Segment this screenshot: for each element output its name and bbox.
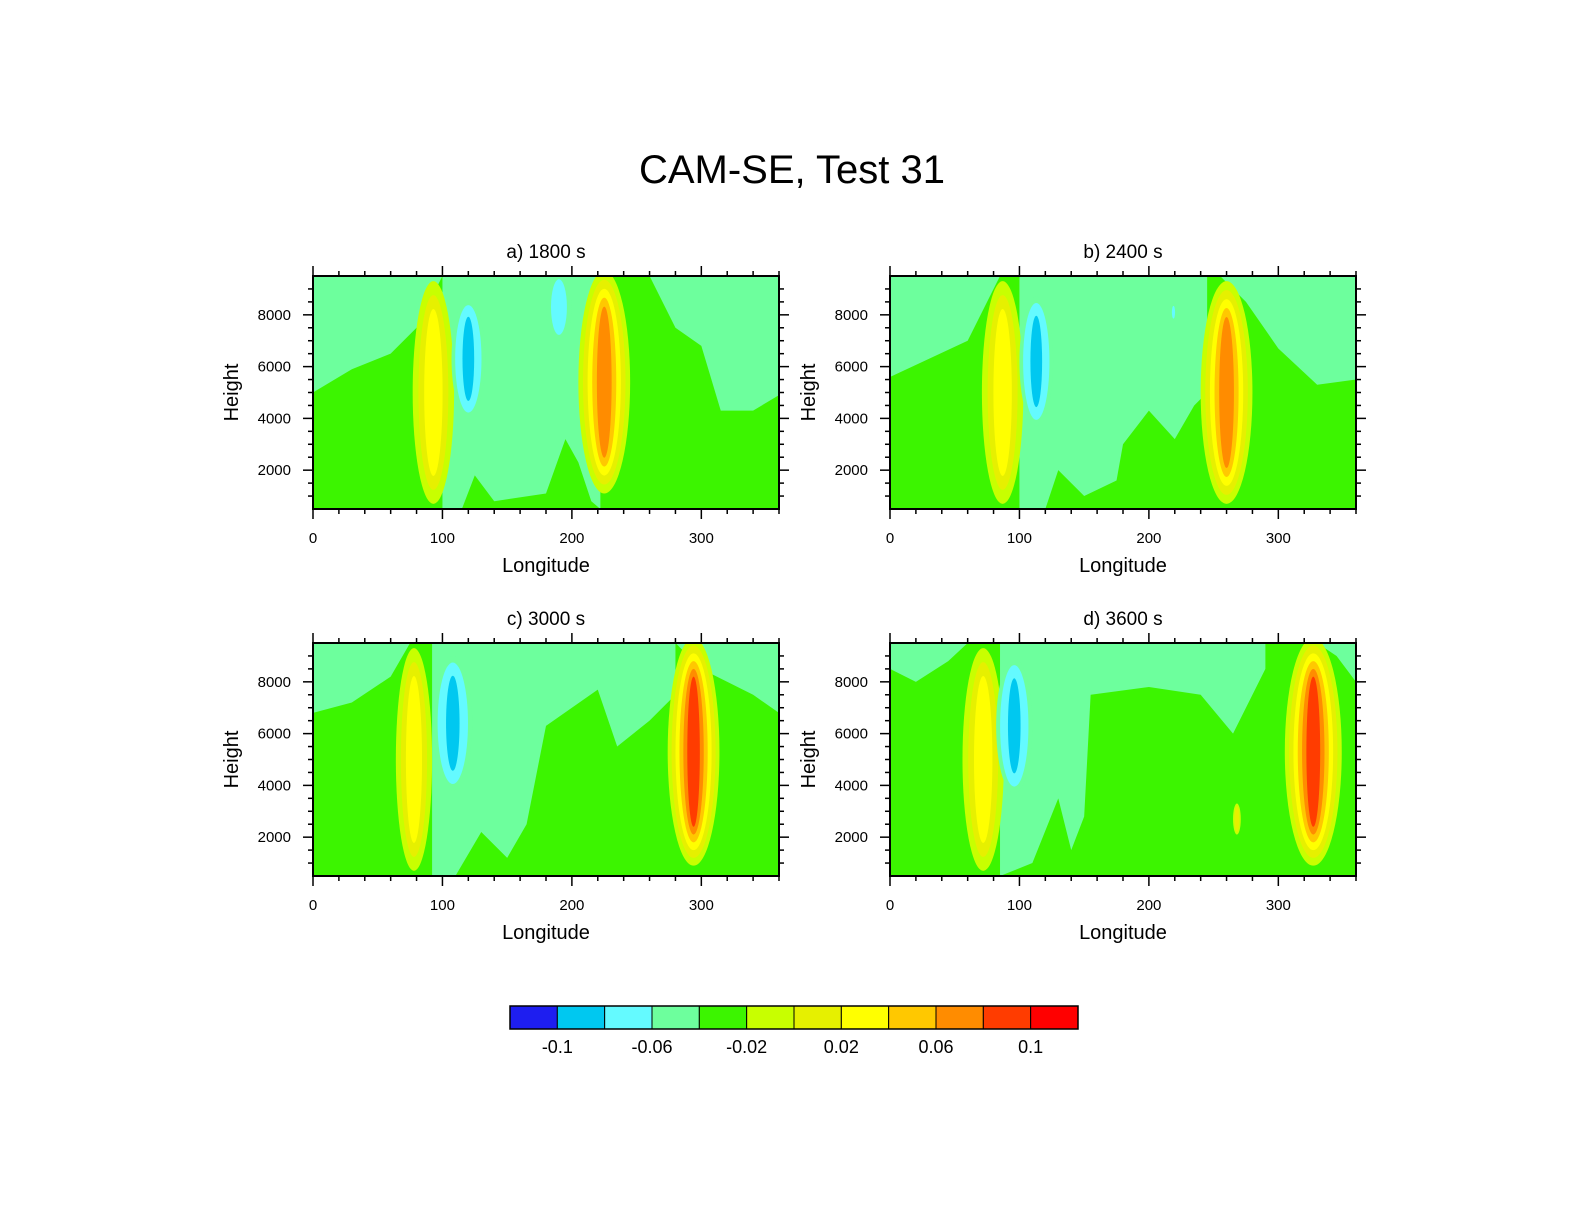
colorbar-swatch — [982, 1005, 1032, 1030]
colorbar-swatch — [604, 1005, 653, 1030]
x-tick-label: 100 — [430, 897, 455, 914]
colorbar-tick-label: 0.1 — [1018, 1037, 1043, 1057]
colorbar-tick-label: 0.02 — [824, 1037, 859, 1057]
x-axis-label: Longitude — [1079, 922, 1167, 944]
panel-3: 0 100 200 300 2000 4000 6000 8000 Longitude Heigh… — [221, 609, 789, 944]
y-tick-label: 8000 — [258, 674, 291, 691]
x-tick-label: 200 — [559, 897, 584, 914]
y-tick-label: 2000 — [258, 829, 291, 846]
panel-1: 0 100 200 300 2000 4000 6000 8000 Longitude Heigh… — [221, 242, 789, 577]
contour-band-negative-upper — [890, 276, 1356, 385]
contour-feature-3-level-4 — [1007, 678, 1021, 774]
x-tick-label: 300 — [1266, 897, 1291, 914]
y-tick-label: 4000 — [835, 777, 868, 794]
contour-band-negative-upper — [313, 276, 779, 411]
colorbar: -0.1 -0.06 -0.02 0.02 0.06 0.1 — [509, 1005, 1079, 1057]
x-tick-label: 100 — [1007, 897, 1032, 914]
colorbar-tick-label: 0.06 — [918, 1037, 953, 1057]
colorbar-swatch — [556, 1005, 606, 1030]
y-tick-label: 4000 — [258, 410, 291, 427]
x-tick-label: 300 — [689, 897, 714, 914]
contour-feature-2-level-6 — [687, 676, 700, 827]
y-tick-label: 8000 — [835, 307, 868, 324]
contour-feature-3-level-4 — [446, 675, 460, 771]
colorbar-swatch — [746, 1005, 795, 1030]
contour-band-negative-wedge — [1019, 276, 1208, 509]
contour-field — [313, 276, 779, 509]
contour-feature-1-level-3 — [993, 309, 1012, 476]
contour-feature-1-level-3 — [405, 676, 423, 843]
panel-subtitle: a) 1800 s — [506, 242, 585, 263]
colorbar-swatch — [698, 1005, 748, 1030]
x-tick-label: 0 — [886, 530, 894, 547]
x-tick-label: 200 — [1136, 897, 1161, 914]
x-tick-label: 0 — [886, 897, 894, 914]
y-tick-label: 6000 — [258, 726, 291, 743]
colorbar-tick-label: -0.06 — [631, 1037, 672, 1057]
panel-subtitle: c) 3000 s — [507, 609, 585, 630]
contour-feature-1-level-3 — [973, 676, 993, 843]
colorbar-swatch — [793, 1005, 842, 1030]
contour-field — [890, 276, 1356, 509]
colorbar-swatch — [1030, 1005, 1079, 1030]
x-axis-label: Longitude — [1079, 555, 1167, 577]
x-tick-label: 300 — [689, 530, 714, 547]
panel-subtitle: b) 2400 s — [1083, 242, 1162, 263]
y-tick-label: 6000 — [835, 359, 868, 376]
contour-feature-2-level-5 — [1219, 316, 1234, 469]
panel-2: 0 100 200 300 2000 4000 6000 8000 Longitude Heigh… — [798, 242, 1366, 577]
y-axis-label: Height — [798, 363, 820, 421]
contour-band-negative-wedge — [1000, 643, 1266, 876]
y-axis-label: Height — [221, 730, 243, 788]
y-tick-label: 6000 — [258, 359, 291, 376]
contour-band-negative-upper — [313, 643, 779, 713]
contour-band-negative-wedge — [432, 643, 676, 876]
colorbar-tick-label: -0.1 — [542, 1037, 573, 1057]
colorbar-frame — [509, 1005, 1079, 1030]
contour-feature-2-level-6 — [1306, 676, 1321, 827]
y-tick-label: 2000 — [835, 829, 868, 846]
contour-band-negative-upper — [890, 643, 1356, 682]
y-tick-label: 2000 — [835, 462, 868, 479]
colorbar-swatch — [651, 1005, 700, 1030]
contour-feature-1-level-3 — [424, 309, 443, 476]
y-tick-label: 8000 — [835, 674, 868, 691]
colorbar-swatch — [840, 1005, 890, 1030]
contour-feature-2-level-5 — [596, 306, 612, 458]
contour-feature-3-level-4 — [462, 316, 475, 401]
x-tick-label: 100 — [1007, 530, 1032, 547]
contour-feature-4-level-2 — [1171, 305, 1176, 319]
colorbar-swatch — [888, 1005, 937, 1030]
x-tick-label: 200 — [1136, 530, 1161, 547]
panel-4: 0 100 200 300 2000 4000 6000 8000 Longitude Heigh… — [798, 609, 1366, 944]
x-tick-label: 0 — [309, 897, 317, 914]
x-tick-label: 200 — [559, 530, 584, 547]
y-axis-label: Height — [221, 363, 243, 421]
contour-feature-4-level-2 — [550, 279, 567, 335]
y-tick-label: 2000 — [258, 462, 291, 479]
contour-feature-3-level-4 — [1030, 315, 1043, 408]
y-tick-label: 6000 — [835, 726, 868, 743]
contour-field — [313, 643, 779, 876]
y-tick-label: 4000 — [258, 777, 291, 794]
contour-field — [890, 643, 1356, 876]
panel-subtitle: d) 3600 s — [1083, 609, 1162, 630]
x-tick-label: 300 — [1266, 530, 1291, 547]
colorbar-swatch — [935, 1005, 984, 1030]
contour-feature-4-level-2 — [1234, 806, 1240, 832]
x-tick-label: 0 — [309, 530, 317, 547]
colorbar-swatch — [509, 1005, 558, 1030]
y-tick-label: 4000 — [835, 410, 868, 427]
y-tick-label: 8000 — [258, 307, 291, 324]
x-axis-label: Longitude — [502, 555, 590, 577]
y-axis-label: Height — [798, 730, 820, 788]
x-axis-label: Longitude — [502, 922, 590, 944]
figure-title: CAM-SE, Test 31 — [638, 148, 946, 192]
x-tick-label: 100 — [430, 530, 455, 547]
colorbar-tick-label: -0.02 — [726, 1037, 767, 1057]
